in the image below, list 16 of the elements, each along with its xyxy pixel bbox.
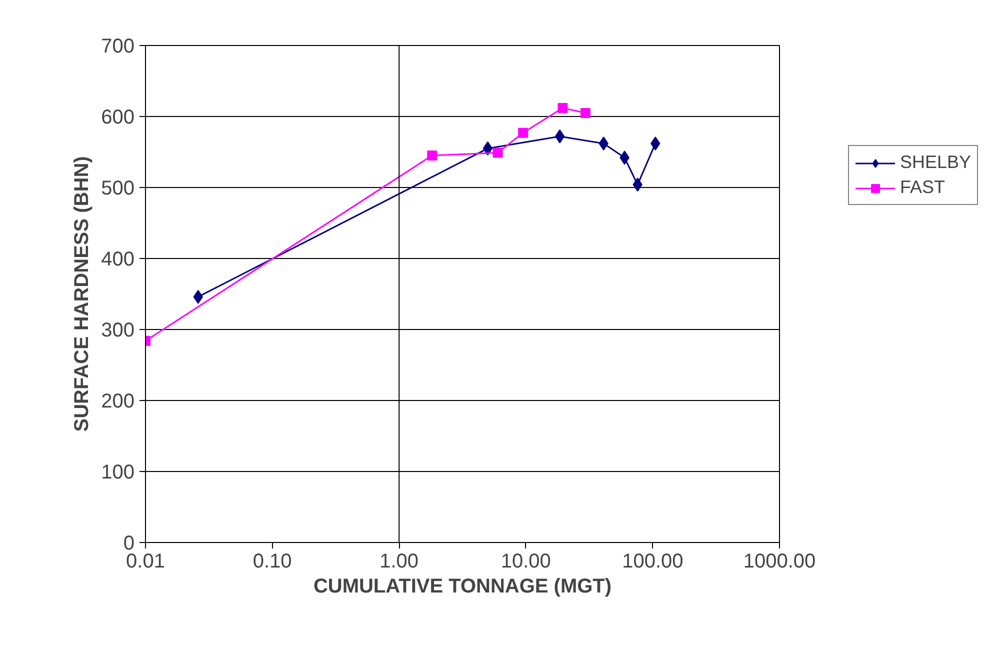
x-tick-label: 1.00	[380, 550, 419, 572]
y-tick-label: 100	[101, 462, 135, 484]
x-axis-title: CUMULATIVE TONNAGE (MGT)	[313, 576, 612, 598]
y-tick-label: 300	[101, 320, 135, 342]
x-tick-label: 10.00	[500, 550, 551, 572]
legend-label: FAST	[900, 177, 946, 198]
y-axis-title: SURFACE HARDNESS (BHN)	[71, 156, 94, 432]
x-tick-label: 1000.00	[743, 550, 816, 572]
y-tick-label: 600	[101, 106, 135, 128]
legend-label: SHELBY	[900, 152, 972, 173]
x-tick-label: 100.00	[622, 550, 684, 572]
y-tick-label: 400	[101, 248, 135, 270]
y-tick-label: 700	[101, 36, 135, 58]
x-tick-label: 0.10	[252, 550, 292, 572]
y-tick-label: 200	[101, 390, 135, 412]
y-tick-label: 500	[101, 178, 135, 200]
